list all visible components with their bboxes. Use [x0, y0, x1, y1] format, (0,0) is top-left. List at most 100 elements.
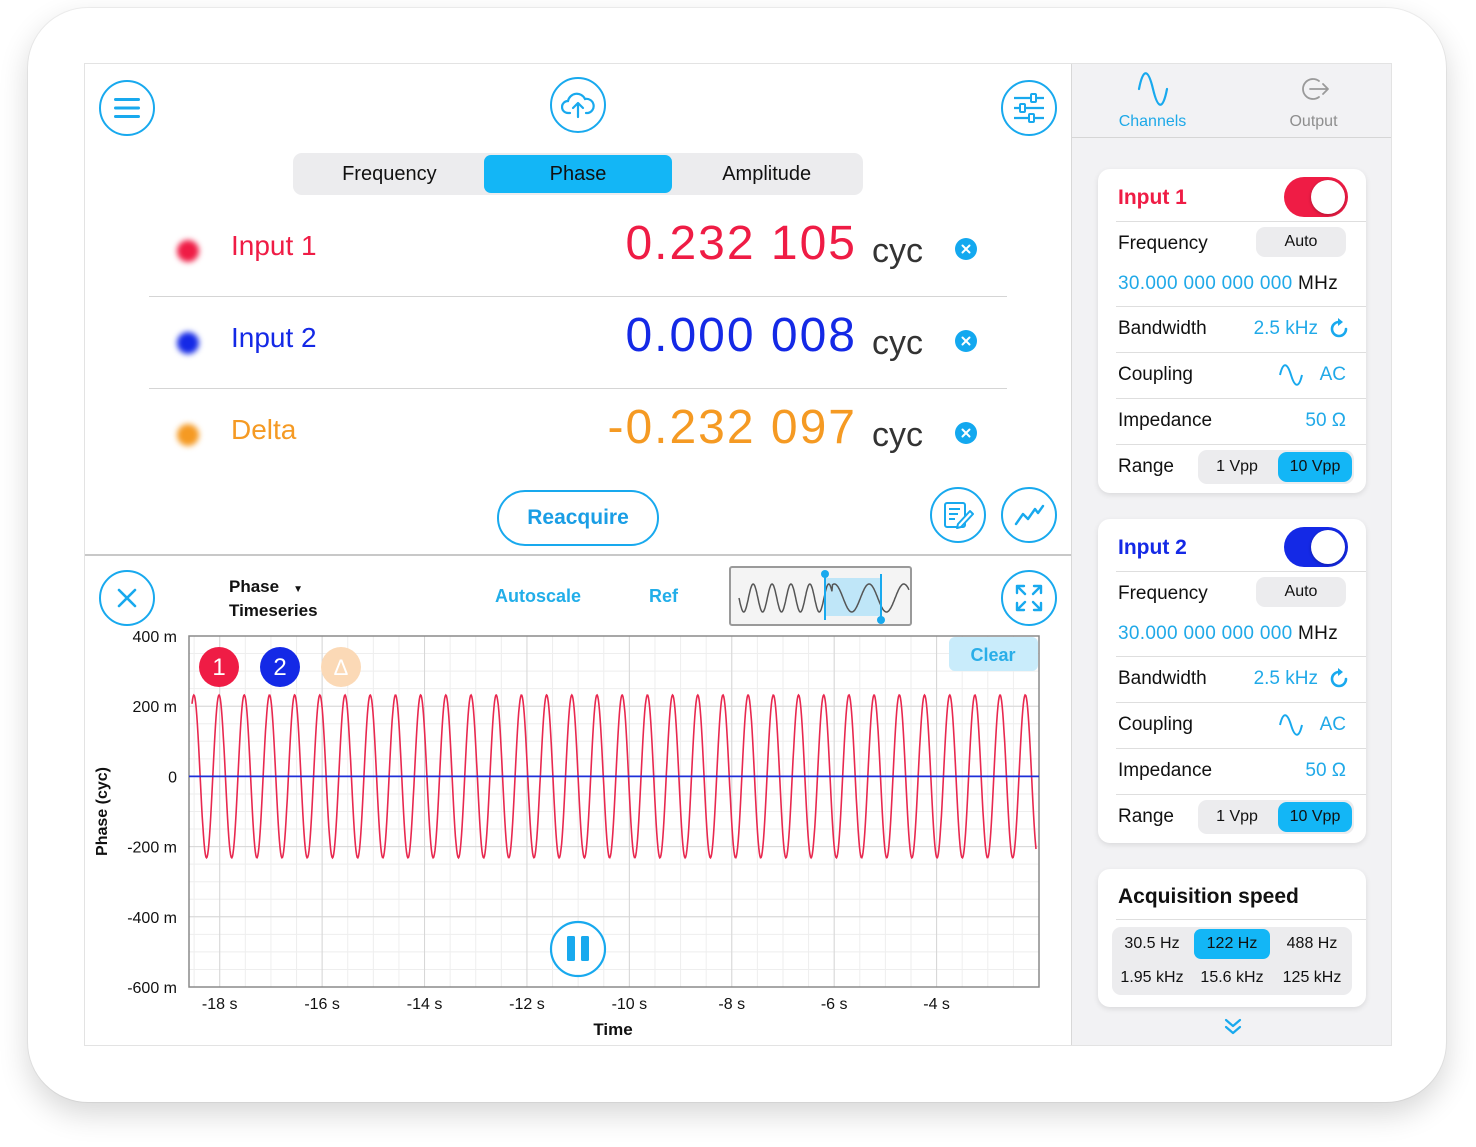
bandwidth-value[interactable]: 2.5 kHz	[1253, 318, 1318, 339]
remove-reading-button[interactable]	[955, 238, 977, 260]
x-tick-label: -8 s	[718, 996, 745, 1013]
refresh-icon[interactable]	[1328, 668, 1350, 690]
y-tick-label: 400 m	[133, 629, 177, 646]
divider	[1116, 748, 1366, 749]
tab-frequency[interactable]: Frequency	[342, 162, 437, 185]
impedance-row[interactable]: Impedance 50 Ω	[1118, 398, 1358, 444]
reading-unit: cyc	[872, 232, 923, 270]
bandwidth-label: Bandwidth	[1118, 668, 1207, 689]
toggle-knob	[1311, 530, 1345, 564]
close-icon	[961, 244, 971, 254]
panel-split-divider[interactable]	[85, 554, 1071, 556]
frequency-value[interactable]: 30.000 000 000 000 MHz	[1118, 623, 1338, 645]
channel-enable-toggle[interactable]	[1284, 527, 1348, 567]
cloud-upload-icon	[561, 92, 595, 119]
reacquire-button[interactable]: Reacquire	[497, 490, 659, 546]
coupling-label: Coupling	[1118, 364, 1193, 385]
badge-label: Δ	[334, 655, 349, 680]
tab-phase[interactable]: Phase	[483, 155, 673, 193]
sine-wave-icon	[1137, 72, 1169, 106]
edit-note-icon	[944, 502, 974, 529]
channel-enable-toggle[interactable]	[1284, 177, 1348, 217]
badge-label: 1	[212, 654, 225, 681]
close-plot-button[interactable]	[99, 570, 155, 626]
divider	[1116, 571, 1366, 572]
range-option-10vpp[interactable]: 10 Vpp	[1278, 802, 1352, 832]
tab-label: Output	[1289, 113, 1338, 130]
series-badge-1[interactable]: 1	[199, 647, 239, 687]
range-row: Range	[1118, 794, 1358, 840]
series-badge-delta[interactable]: Δ	[321, 647, 361, 687]
impedance-row[interactable]: Impedance 50 Ω	[1118, 748, 1358, 794]
acquisition-speed-selector: 30.5 Hz 122 Hz 488 Hz 1.95 kHz 15.6 kHz …	[1112, 927, 1352, 995]
speed-option[interactable]: 488 Hz	[1286, 935, 1338, 952]
minimap-waveform	[738, 570, 910, 624]
reading-input-2: Input 2 0.000 008 cyc	[149, 296, 1007, 388]
ac-wave-icon	[1279, 364, 1303, 386]
frequency-number: 30.000 000 000 000	[1118, 273, 1293, 294]
plot-frame	[188, 635, 1040, 988]
speed-option[interactable]: 1.95 kHz	[1120, 969, 1184, 986]
menu-button[interactable]	[99, 80, 155, 136]
bandwidth-label: Bandwidth	[1118, 318, 1207, 339]
chevron-double-down-icon[interactable]	[1222, 1016, 1244, 1038]
range-option-10vpp[interactable]: 10 Vpp	[1278, 452, 1352, 482]
range-selector: 1 Vpp 10 Vpp	[1198, 800, 1354, 834]
divider	[149, 388, 1007, 389]
remove-reading-button[interactable]	[955, 330, 977, 352]
divider	[1116, 306, 1366, 307]
sliders-icon	[1014, 93, 1044, 123]
impedance-label: Impedance	[1118, 760, 1213, 781]
coupling-row[interactable]: Coupling AC	[1118, 352, 1358, 398]
chart-toggle-button[interactable]	[1001, 487, 1057, 543]
line-chart-icon	[1014, 504, 1045, 526]
coupling-row[interactable]: Coupling AC	[1118, 702, 1358, 748]
y-axis-label: Phase (cyc)	[94, 767, 111, 856]
channel-title: Input 2	[1118, 536, 1187, 559]
ref-button[interactable]: Ref	[649, 586, 679, 606]
clear-label: Clear	[970, 645, 1015, 665]
x-tick-label: -4 s	[923, 996, 950, 1013]
phase-timeseries-chart[interactable]: 400 m 200 m 0 -200 m -400 m -600 m -18 s -16 s…	[85, 624, 1071, 1046]
range-label: Range	[1118, 456, 1174, 477]
frequency-unit: MHz	[1298, 623, 1338, 644]
range-option-1vpp[interactable]: 1 Vpp	[1200, 802, 1274, 832]
frequency-auto-button[interactable]: Auto	[1256, 577, 1346, 607]
acquisition-title: Acquisition speed	[1118, 885, 1299, 908]
divider	[1116, 221, 1366, 222]
refresh-icon[interactable]	[1328, 318, 1350, 340]
fullscreen-button[interactable]	[1001, 570, 1057, 626]
speed-option[interactable]: 15.6 kHz	[1200, 969, 1264, 986]
pause-button[interactable]	[549, 920, 607, 978]
clear-button[interactable]: Clear	[949, 637, 1038, 671]
bandwidth-row: Bandwidth 2.5 kHz	[1118, 656, 1358, 702]
reading-value: 0.000 008	[625, 309, 857, 362]
series-badge-2[interactable]: 2	[260, 647, 300, 687]
y-tick-label: 0	[168, 769, 177, 786]
settings-sliders-button[interactable]	[1001, 80, 1057, 136]
notes-button[interactable]	[930, 487, 986, 543]
speed-option[interactable]: 125 kHz	[1282, 969, 1342, 986]
reading-label: Input 2	[231, 322, 317, 353]
badge-label: 2	[273, 654, 286, 681]
autoscale-button[interactable]: Autoscale	[495, 586, 582, 606]
reading-input-1: Input 1 0.232 105 cyc	[149, 204, 1007, 296]
measurement-mode-selector: Frequency Phase Amplitude	[293, 153, 863, 195]
tab-amplitude[interactable]: Amplitude	[722, 162, 812, 185]
timeline-minimap[interactable]	[729, 566, 912, 626]
bandwidth-value[interactable]: 2.5 kHz	[1253, 668, 1318, 689]
range-option-1vpp[interactable]: 1 Vpp	[1200, 452, 1274, 482]
series-line-input-1	[191, 693, 1037, 860]
upload-button[interactable]	[550, 77, 606, 133]
divider	[1116, 444, 1366, 445]
frequency-value[interactable]: 30.000 000 000 000 MHz	[1118, 273, 1338, 295]
main-panel: Frequency Phase Amplitude Input 1 0.232 …	[85, 64, 1071, 1046]
speed-option[interactable]: 122 Hz	[1194, 929, 1270, 959]
plot-type-dropdown[interactable]: Phase ▼ Timeseries	[229, 576, 318, 621]
tab-channels[interactable]: Channels	[1072, 64, 1233, 138]
speed-option[interactable]: 30.5 Hz	[1124, 935, 1180, 952]
output-icon	[1302, 78, 1329, 100]
tab-output[interactable]: Output	[1233, 64, 1391, 138]
frequency-auto-button[interactable]: Auto	[1256, 227, 1346, 257]
remove-reading-button[interactable]	[955, 422, 977, 444]
